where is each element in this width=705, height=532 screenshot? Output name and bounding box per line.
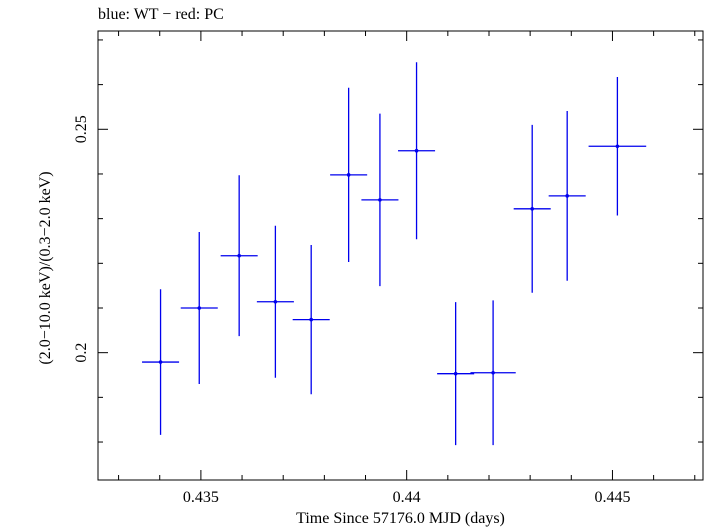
x-tick-label: 0.44 <box>393 489 421 506</box>
plot-frame <box>97 30 704 481</box>
data-point <box>513 124 551 293</box>
data-marker <box>414 148 419 153</box>
y-axis-label: (2.0−10.0 keV)/(0.3−2.0 keV) <box>37 171 54 365</box>
y-tick-label: 0.2 <box>73 343 90 363</box>
data-point <box>588 77 647 216</box>
y-tick-label: 0.25 <box>73 115 90 143</box>
data-marker <box>237 253 241 258</box>
data-marker <box>615 144 620 149</box>
data-marker <box>309 317 313 322</box>
data-marker <box>453 371 458 376</box>
x-axis-label: Time Since 57176.0 MJD (days) <box>296 510 505 527</box>
data-point <box>180 232 218 384</box>
data-point <box>256 225 294 378</box>
data-marker <box>378 198 382 202</box>
data-marker <box>491 370 495 375</box>
data-point <box>437 302 475 446</box>
data-point <box>292 245 330 395</box>
data-marker <box>273 299 278 304</box>
data-point <box>330 87 368 262</box>
data-marker <box>197 306 202 310</box>
data-point <box>361 113 399 287</box>
data-marker <box>346 173 351 177</box>
x-tick-label: 0.445 <box>594 489 630 506</box>
data-marker <box>158 360 163 364</box>
data-point <box>220 175 258 337</box>
data-marks <box>142 62 647 446</box>
data-point <box>470 300 516 446</box>
ticks: 0.435 0.44 0.445 0.2 0.25 <box>73 31 703 506</box>
data-marker <box>565 194 569 198</box>
data-point <box>548 110 586 281</box>
x-tick-label: 0.435 <box>183 489 219 506</box>
data-point <box>142 289 180 435</box>
data-marker <box>530 207 535 211</box>
chart-title: blue: WT − red: PC <box>98 6 224 23</box>
data-point <box>398 62 436 240</box>
